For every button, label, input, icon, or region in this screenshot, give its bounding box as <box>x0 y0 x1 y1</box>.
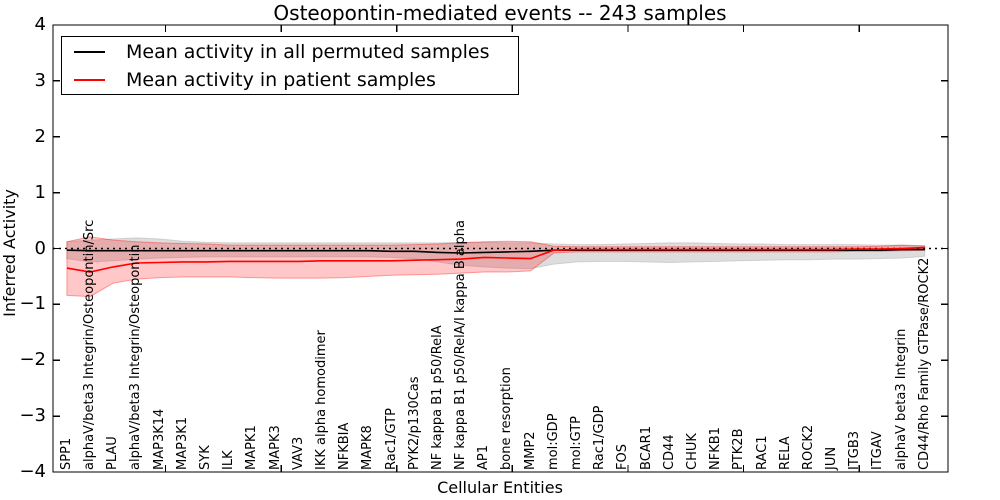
x-tick-label: ITGAV <box>870 431 886 470</box>
x-tick-label: RAC1 <box>754 435 770 470</box>
legend-label-permuted: Mean activity in all permuted samples <box>126 40 490 63</box>
y-tick-label: 4 <box>34 14 46 35</box>
x-tick-label: Rac1/GDP <box>592 405 608 470</box>
x-tick-label: VAV3 <box>290 436 306 470</box>
permuted-line-icon <box>74 50 105 53</box>
x-tick-label: MAPK8 <box>360 425 376 470</box>
legend-label-patient: Mean activity in patient samples <box>126 68 436 91</box>
x-tick-label: MAPK3 <box>267 425 283 470</box>
x-tick-label: CD44 <box>661 434 677 470</box>
x-tick-label: ILK <box>221 450 237 470</box>
x-tick-label: RELA <box>777 436 793 470</box>
y-tick-label: −1 <box>19 293 46 315</box>
x-tick-label: PYK2/p130Cas <box>406 376 422 470</box>
legend-entry-permuted: Mean activity in all permuted samples <box>62 38 518 66</box>
y-tick-label: 3 <box>34 69 46 91</box>
x-tick-label: JUN <box>824 446 840 470</box>
patient-line-icon <box>74 78 105 81</box>
y-tick-label: −4 <box>19 461 46 482</box>
x-tick-label: MAP3K1 <box>174 416 190 470</box>
x-tick-label: CD44/Rho Family GTPase/ROCK2 <box>916 257 932 470</box>
x-tick-label: CHUK <box>684 433 700 470</box>
x-axis-title: Cellular Entities <box>437 478 563 497</box>
x-tick-label: NF kappa B1 p50/RelA/I kappa B alpha <box>453 220 469 470</box>
x-tick-label: mol:GTP <box>569 416 584 470</box>
x-tick-label: FOS <box>615 444 631 470</box>
y-tick-label: −3 <box>19 405 46 427</box>
x-tick-label: IKK alpha homodimer <box>313 330 329 470</box>
x-tick-label: SPP1 <box>58 437 74 470</box>
legend-entry-patient: Mean activity in patient samples <box>62 66 518 94</box>
x-tick-label: NFKB1 <box>708 427 724 470</box>
x-tick-label: BCAR1 <box>638 426 654 470</box>
x-tick-label: MAPK1 <box>244 425 260 470</box>
x-tick-label: bone resorption <box>499 367 515 470</box>
x-tick-label: MAP3K14 <box>151 408 167 470</box>
x-tick-label: NFKBIA <box>337 422 353 470</box>
x-tick-label: alphaV/beta3 Integrin/Osteopontin <box>128 244 144 470</box>
x-tick-label: Rac1/GTP <box>383 408 399 470</box>
y-tick-label: 0 <box>34 237 46 259</box>
patient-mean-line <box>66 246 925 273</box>
x-tick-label: mol:GDP <box>545 413 561 470</box>
x-tick-label: MMP2 <box>522 431 538 470</box>
x-tick-label: SYK <box>198 445 214 470</box>
x-tick-label: NF kappa B1 p50/RelA <box>429 325 445 470</box>
axis-ticks <box>53 24 948 473</box>
permuted-band <box>66 237 926 270</box>
y-tick-label: −2 <box>19 349 46 371</box>
x-tick-label: alphaV beta3 Integrin <box>893 328 909 470</box>
y-tick-label: 1 <box>34 181 46 203</box>
legend: Mean activity in all permuted samples Me… <box>61 36 519 95</box>
x-tick-label: AP1 <box>476 444 492 470</box>
y-tick-label: 2 <box>34 125 46 147</box>
x-tick-label: alphaV/beta3 Integrin/Osteopontin/Src <box>82 219 98 470</box>
x-tick-label: PLAU <box>105 436 121 470</box>
x-tick-label: ITGB3 <box>847 430 863 470</box>
chart-title: Osteopontin-mediated events -- 243 sampl… <box>273 1 727 25</box>
x-tick-label: ROCK2 <box>800 424 816 470</box>
x-tick-label: PTK2B <box>731 428 747 471</box>
